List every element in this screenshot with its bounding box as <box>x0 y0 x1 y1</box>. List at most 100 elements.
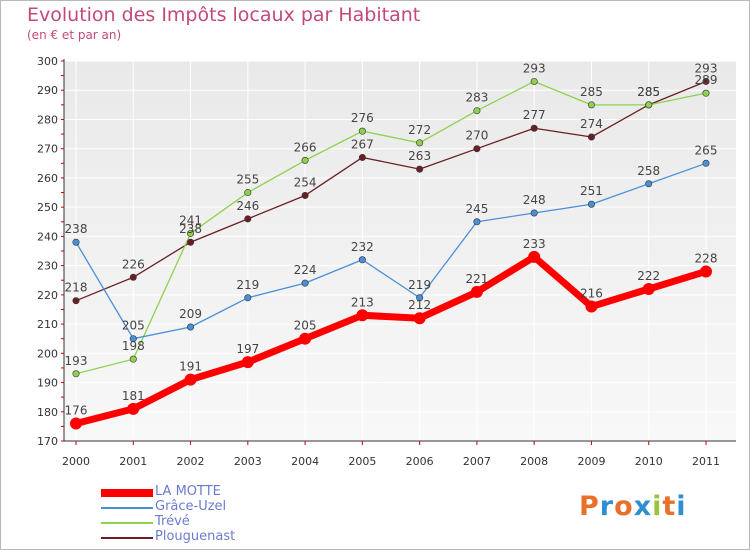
data-label: 238 <box>179 222 202 236</box>
data-label: 266 <box>294 140 317 154</box>
data-point <box>72 370 80 378</box>
data-point <box>416 139 424 147</box>
data-point <box>645 101 653 109</box>
data-point <box>301 156 309 164</box>
data-point <box>470 285 483 298</box>
y-tick-label: 260 <box>37 172 58 185</box>
y-tick-label: 230 <box>37 260 58 273</box>
data-point <box>645 180 653 188</box>
x-tick-label: 2003 <box>234 455 262 468</box>
data-label: 219 <box>236 278 259 292</box>
data-point <box>187 323 195 331</box>
data-point <box>587 133 595 141</box>
data-point <box>72 238 80 246</box>
data-label: 219 <box>408 278 431 292</box>
logo-letter: x <box>633 491 653 522</box>
data-point <box>244 215 252 223</box>
data-point <box>70 417 82 430</box>
data-label: 283 <box>465 91 488 105</box>
y-tick-label: 280 <box>37 113 58 126</box>
data-point <box>642 283 655 295</box>
data-label: 251 <box>580 184 603 198</box>
data-label: 241 <box>179 213 202 227</box>
x-tick-label: 2005 <box>348 455 376 468</box>
data-point <box>244 294 252 302</box>
y-tick-label: 170 <box>37 435 58 448</box>
data-label: 265 <box>695 143 718 157</box>
logo-letter: P <box>579 491 600 522</box>
data-label: 209 <box>179 307 202 321</box>
legend-label: Plouguenast <box>155 529 236 544</box>
data-point <box>702 89 710 97</box>
x-tick-label: 2009 <box>577 455 605 468</box>
data-label: 254 <box>294 175 317 189</box>
data-label: 193 <box>65 354 88 368</box>
logo-letter: r <box>599 491 615 522</box>
data-label: 212 <box>408 298 431 312</box>
data-point <box>129 335 137 343</box>
legend-label: Trévé <box>155 514 190 529</box>
data-point <box>241 356 254 369</box>
data-label: 289 <box>695 73 718 87</box>
x-tick-label: 2001 <box>119 455 147 468</box>
logo-letter: i <box>652 491 663 522</box>
data-point <box>129 273 137 281</box>
y-tick-label: 250 <box>37 201 58 214</box>
data-label: 293 <box>695 61 718 75</box>
y-tick-label: 270 <box>37 143 58 156</box>
data-label: 176 <box>65 403 88 417</box>
data-label: 263 <box>408 149 431 163</box>
y-tick-label: 180 <box>37 406 58 419</box>
data-point <box>702 77 710 85</box>
y-tick-label: 190 <box>37 377 58 390</box>
data-label: 233 <box>523 237 546 251</box>
legend-swatch <box>101 507 153 509</box>
data-point <box>127 402 140 415</box>
data-label: 181 <box>122 389 145 403</box>
x-tick-label: 2006 <box>406 455 434 468</box>
data-label: 218 <box>65 281 88 295</box>
data-point <box>585 300 598 313</box>
logo-letter: i <box>676 491 687 522</box>
x-tick-label: 2010 <box>635 455 663 468</box>
data-point <box>473 107 481 115</box>
data-label: 245 <box>465 202 488 216</box>
data-label: 205 <box>122 319 145 333</box>
legend-swatch <box>101 489 153 497</box>
data-label: 221 <box>465 272 488 286</box>
data-label: 216 <box>580 287 603 301</box>
data-label: 248 <box>523 193 546 207</box>
y-tick-label: 220 <box>37 289 58 302</box>
y-tick-label: 200 <box>37 347 58 360</box>
data-label: 232 <box>351 240 374 254</box>
y-tick-label: 300 <box>37 55 58 68</box>
data-label: 222 <box>637 269 660 283</box>
data-point <box>301 279 309 287</box>
data-label: 213 <box>351 295 374 309</box>
data-point <box>416 165 424 173</box>
data-point <box>184 373 197 386</box>
data-label: 205 <box>294 319 317 333</box>
data-label: 274 <box>580 117 603 131</box>
y-tick-label: 290 <box>37 84 58 97</box>
data-point <box>358 127 366 135</box>
data-point <box>473 145 481 153</box>
x-tick-label: 2008 <box>520 455 548 468</box>
data-point <box>358 256 366 264</box>
data-label: 293 <box>523 61 546 75</box>
data-label: 285 <box>580 85 603 99</box>
data-point <box>72 297 80 305</box>
data-point <box>473 218 481 226</box>
data-label: 276 <box>351 111 374 125</box>
data-point <box>416 294 424 302</box>
data-point <box>530 124 538 132</box>
data-label: 285 <box>637 85 660 99</box>
data-point <box>187 229 195 237</box>
data-point <box>700 265 712 278</box>
data-point <box>528 250 541 263</box>
data-point <box>530 77 538 85</box>
x-tick-label: 2011 <box>692 455 720 468</box>
data-label: 238 <box>65 222 88 236</box>
series-line <box>75 80 707 302</box>
series-line <box>75 80 707 375</box>
